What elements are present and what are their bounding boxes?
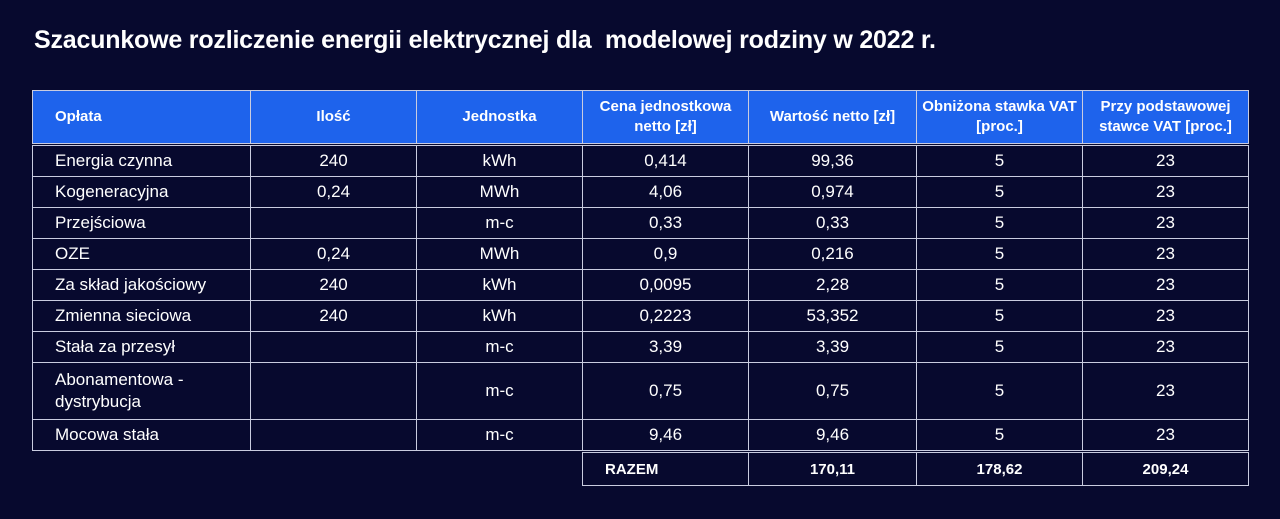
cell-wartosc: 53,352 — [748, 300, 917, 332]
table-row: Zmienna sieciowa 240 kWh 0,2223 53,352 5… — [32, 300, 1249, 332]
header-wartosc: Wartość netto [zł] — [748, 90, 917, 144]
table-row: Kogeneracyjna 0,24 MWh 4,06 0,974 5 23 — [32, 176, 1249, 208]
cell-wartosc: 3,39 — [748, 331, 917, 363]
table-row: Mocowa stała m-c 9,46 9,46 5 23 — [32, 419, 1249, 451]
cell-jednostka: kWh — [416, 300, 583, 332]
cell-cena: 0,0095 — [582, 269, 749, 301]
settlement-table: Opłata Ilość Jednostka Cena jednostkowa … — [32, 90, 1249, 486]
cell-oplata: Stała za przesył — [32, 331, 251, 363]
cell-cena: 0,33 — [582, 207, 749, 239]
cell-wartosc: 9,46 — [748, 419, 917, 451]
cell-vat-obnizona: 5 — [916, 176, 1083, 208]
cell-ilosc: 240 — [250, 269, 417, 301]
cell-wartosc: 0,974 — [748, 176, 917, 208]
table-row: Za skład jakościowy 240 kWh 0,0095 2,28 … — [32, 269, 1249, 301]
header-cena: Cena jednostkowa netto [zł] — [582, 90, 749, 144]
cell-oplata: Mocowa stała — [32, 419, 251, 451]
cell-wartosc: 0,75 — [748, 362, 917, 420]
cell-vat-podstawowa: 23 — [1082, 331, 1249, 363]
total-row: RAZEM 170,11 178,62 209,24 — [33, 452, 1249, 486]
header-vat-obnizona: Obniżona stawka VAT [proc.] — [916, 90, 1083, 144]
cell-vat-obnizona: 5 — [916, 331, 1083, 363]
cell-oplata: Abonamentowa -dystrybucja — [32, 362, 251, 420]
cell-jednostka: MWh — [416, 176, 583, 208]
cell-cena: 0,75 — [582, 362, 749, 420]
cell-jednostka: m-c — [416, 362, 583, 420]
cell-ilosc — [250, 362, 417, 420]
cell-wartosc: 0,33 — [748, 207, 917, 239]
cell-wartosc: 99,36 — [748, 145, 917, 177]
cell-oplata: Energia czynna — [32, 145, 251, 177]
header-oplata: Opłata — [32, 90, 251, 144]
cell-wartosc: 2,28 — [748, 269, 917, 301]
cell-vat-obnizona: 5 — [916, 238, 1083, 270]
cell-vat-obnizona: 5 — [916, 269, 1083, 301]
cell-oplata: Zmienna sieciowa — [32, 300, 251, 332]
cell-jednostka: m-c — [416, 207, 583, 239]
header-ilosc: Ilość — [250, 90, 417, 144]
cell-vat-podstawowa: 23 — [1082, 145, 1249, 177]
cell-vat-obnizona: 5 — [916, 362, 1083, 420]
cell-ilosc — [250, 207, 417, 239]
cell-vat-podstawowa: 23 — [1082, 300, 1249, 332]
cell-ilosc: 240 — [250, 300, 417, 332]
cell-vat-obnizona: 5 — [916, 300, 1083, 332]
cell-vat-obnizona: 5 — [916, 207, 1083, 239]
cell-ilosc: 0,24 — [250, 238, 417, 270]
cell-vat-podstawowa: 23 — [1082, 207, 1249, 239]
cell-jednostka: kWh — [416, 145, 583, 177]
cell-vat-podstawowa: 23 — [1082, 362, 1249, 420]
cell-wartosc: 0,216 — [748, 238, 917, 270]
total-label: RAZEM — [582, 452, 749, 486]
cell-ilosc — [250, 419, 417, 451]
cell-oplata: Kogeneracyjna — [32, 176, 251, 208]
cell-jednostka: kWh — [416, 269, 583, 301]
table-header-row: Opłata Ilość Jednostka Cena jednostkowa … — [32, 90, 1249, 144]
header-jednostka: Jednostka — [416, 90, 583, 144]
cell-cena: 3,39 — [582, 331, 749, 363]
cell-jednostka: m-c — [416, 331, 583, 363]
table-row: Abonamentowa -dystrybucja m-c 0,75 0,75 … — [32, 362, 1249, 420]
page-title: Szacunkowe rozliczenie energii elektrycz… — [34, 26, 936, 54]
total-vat-podstawowa: 209,24 — [1082, 452, 1249, 486]
cell-vat-podstawowa: 23 — [1082, 238, 1249, 270]
cell-cena: 9,46 — [582, 419, 749, 451]
cell-vat-obnizona: 5 — [916, 145, 1083, 177]
cell-vat-podstawowa: 23 — [1082, 419, 1249, 451]
cell-ilosc: 240 — [250, 145, 417, 177]
cell-vat-podstawowa: 23 — [1082, 176, 1249, 208]
cell-cena: 0,2223 — [582, 300, 749, 332]
cell-vat-podstawowa: 23 — [1082, 269, 1249, 301]
total-vat-obnizona: 178,62 — [916, 452, 1083, 486]
header-vat-podstawowa: Przy podstawowej stawce VAT [proc.] — [1082, 90, 1249, 144]
table-row: Przejściowa m-c 0,33 0,33 5 23 — [32, 207, 1249, 239]
cell-cena: 0,414 — [582, 145, 749, 177]
cell-oplata: Za skład jakościowy — [32, 269, 251, 301]
cell-oplata: Przejściowa — [32, 207, 251, 239]
cell-ilosc — [250, 331, 417, 363]
cell-jednostka: MWh — [416, 238, 583, 270]
cell-jednostka: m-c — [416, 419, 583, 451]
cell-cena: 4,06 — [582, 176, 749, 208]
table-row: Stała za przesył m-c 3,39 3,39 5 23 — [32, 331, 1249, 363]
cell-ilosc: 0,24 — [250, 176, 417, 208]
cell-cena: 0,9 — [582, 238, 749, 270]
cell-vat-obnizona: 5 — [916, 419, 1083, 451]
table-row: Energia czynna 240 kWh 0,414 99,36 5 23 — [32, 145, 1249, 177]
total-netto: 170,11 — [748, 452, 917, 486]
cell-oplata: OZE — [32, 238, 251, 270]
table-row: OZE 0,24 MWh 0,9 0,216 5 23 — [32, 238, 1249, 270]
